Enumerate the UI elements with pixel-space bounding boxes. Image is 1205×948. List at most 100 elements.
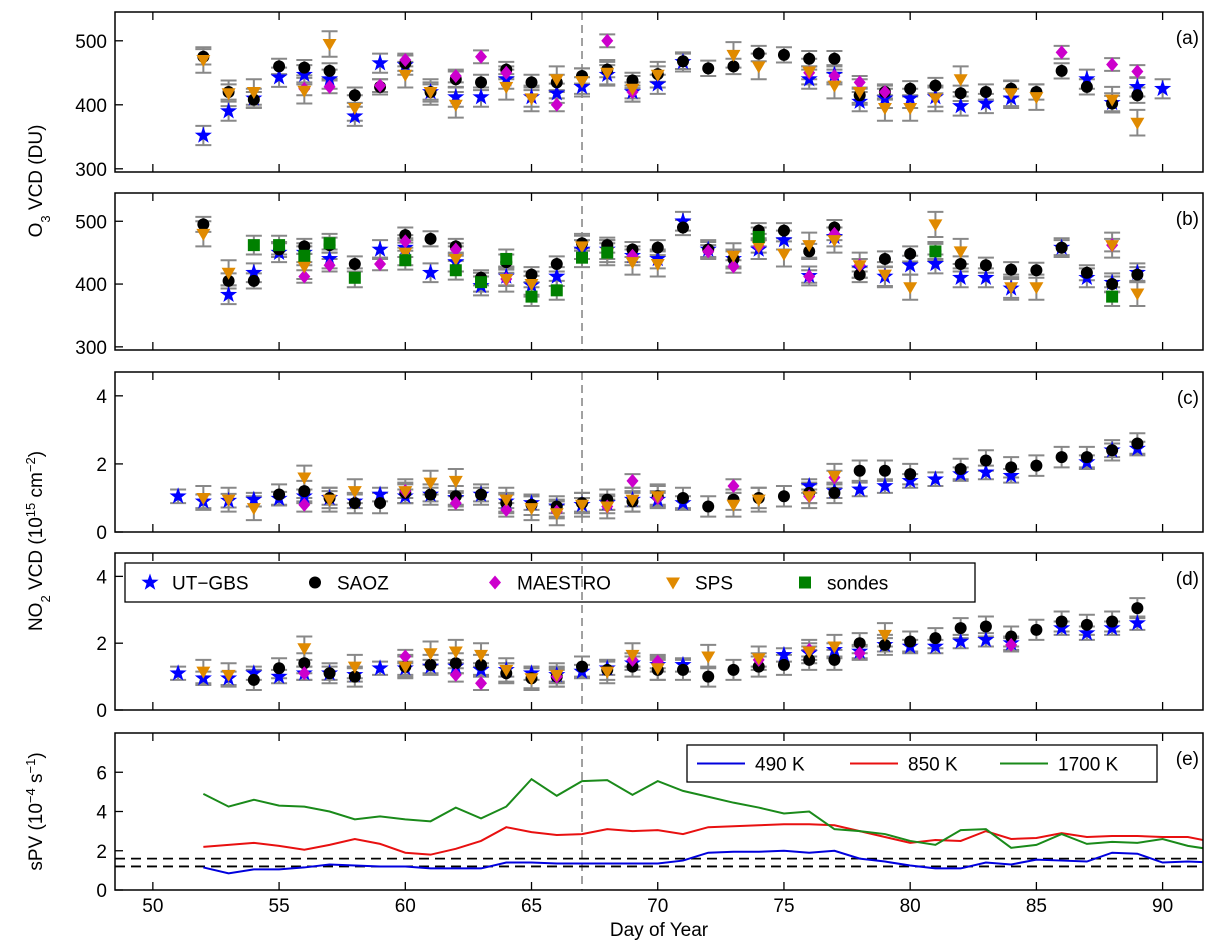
marker	[298, 61, 311, 74]
marker	[1055, 64, 1068, 77]
marker	[221, 494, 236, 507]
plot-area	[169, 372, 1146, 532]
marker	[448, 475, 463, 488]
marker	[424, 658, 437, 671]
marker	[297, 472, 312, 485]
marker	[323, 64, 336, 77]
marker	[221, 267, 236, 280]
y-tick-label: 300	[75, 160, 107, 181]
marker	[853, 637, 866, 650]
marker	[827, 80, 842, 93]
label-part: O	[26, 223, 47, 238]
marker	[1030, 264, 1043, 277]
panel-label: (e)	[1176, 749, 1199, 770]
marker	[323, 258, 336, 273]
marker	[878, 85, 891, 99]
marker	[1030, 459, 1043, 472]
marker	[803, 653, 816, 666]
marker	[904, 82, 917, 95]
marker	[475, 676, 488, 691]
marker	[297, 85, 312, 98]
marker	[246, 87, 261, 99]
marker	[926, 470, 944, 487]
marker	[727, 663, 740, 676]
marker	[751, 61, 766, 74]
label-part: 3	[38, 215, 53, 222]
marker	[221, 669, 236, 682]
marker	[650, 663, 665, 676]
legend-label: 490 K	[755, 755, 805, 776]
y-tick-label: 4	[96, 387, 107, 408]
legend-marker	[141, 573, 159, 590]
marker	[1078, 70, 1096, 87]
legend-marker	[799, 576, 811, 589]
marker	[424, 232, 437, 245]
marker	[979, 454, 992, 467]
marker	[550, 257, 563, 270]
marker	[954, 622, 967, 635]
marker	[626, 473, 639, 488]
marker	[524, 503, 539, 516]
y-tick-label: 500	[75, 32, 107, 53]
marker	[500, 65, 513, 80]
marker	[247, 93, 260, 106]
marker	[626, 74, 639, 87]
marker	[374, 256, 387, 271]
marker	[929, 79, 942, 92]
marker	[904, 635, 917, 648]
marker	[575, 241, 590, 254]
legend: 490 K 850 K 1700 K	[686, 744, 1158, 783]
marker	[449, 667, 462, 682]
y-axis-label: O3 VCD (DU)	[26, 125, 53, 238]
marker	[952, 632, 970, 649]
marker	[952, 268, 970, 286]
x-axis-label: Day of Year	[610, 920, 709, 941]
marker	[676, 221, 689, 234]
label-part: cm	[26, 472, 47, 503]
marker	[196, 55, 211, 67]
marker	[475, 658, 488, 671]
marker	[1029, 92, 1044, 105]
marker	[322, 39, 337, 51]
y-tick-label: 0	[96, 881, 107, 902]
marker	[196, 492, 211, 505]
marker	[323, 79, 336, 94]
x-tick-label: 90	[1152, 896, 1173, 917]
marker	[904, 247, 917, 260]
marker	[877, 103, 892, 115]
marker	[676, 491, 689, 504]
marker	[904, 468, 917, 481]
marker	[525, 290, 538, 303]
marker	[322, 494, 337, 507]
marker	[245, 664, 263, 681]
marker	[877, 629, 892, 642]
marker	[348, 89, 361, 102]
marker	[853, 268, 866, 281]
marker	[650, 258, 665, 271]
marker	[1005, 637, 1018, 652]
marker	[247, 239, 260, 252]
marker	[575, 76, 590, 89]
plot-area	[169, 553, 1146, 710]
marker	[752, 47, 765, 60]
marker	[246, 503, 261, 516]
marker	[399, 234, 412, 249]
marker	[676, 663, 689, 676]
marker	[777, 658, 790, 671]
marker	[447, 88, 465, 105]
marker	[398, 486, 413, 499]
marker	[1154, 79, 1172, 97]
marker	[1080, 266, 1093, 279]
marker	[828, 69, 841, 83]
marker	[499, 494, 514, 507]
marker	[726, 250, 741, 263]
marker	[398, 661, 413, 674]
marker	[800, 477, 818, 494]
plot-area	[194, 12, 1172, 172]
marker	[775, 645, 793, 663]
marker	[298, 249, 311, 262]
panel-label: (c)	[1177, 388, 1199, 409]
marker	[273, 662, 286, 675]
marker	[1131, 268, 1144, 281]
